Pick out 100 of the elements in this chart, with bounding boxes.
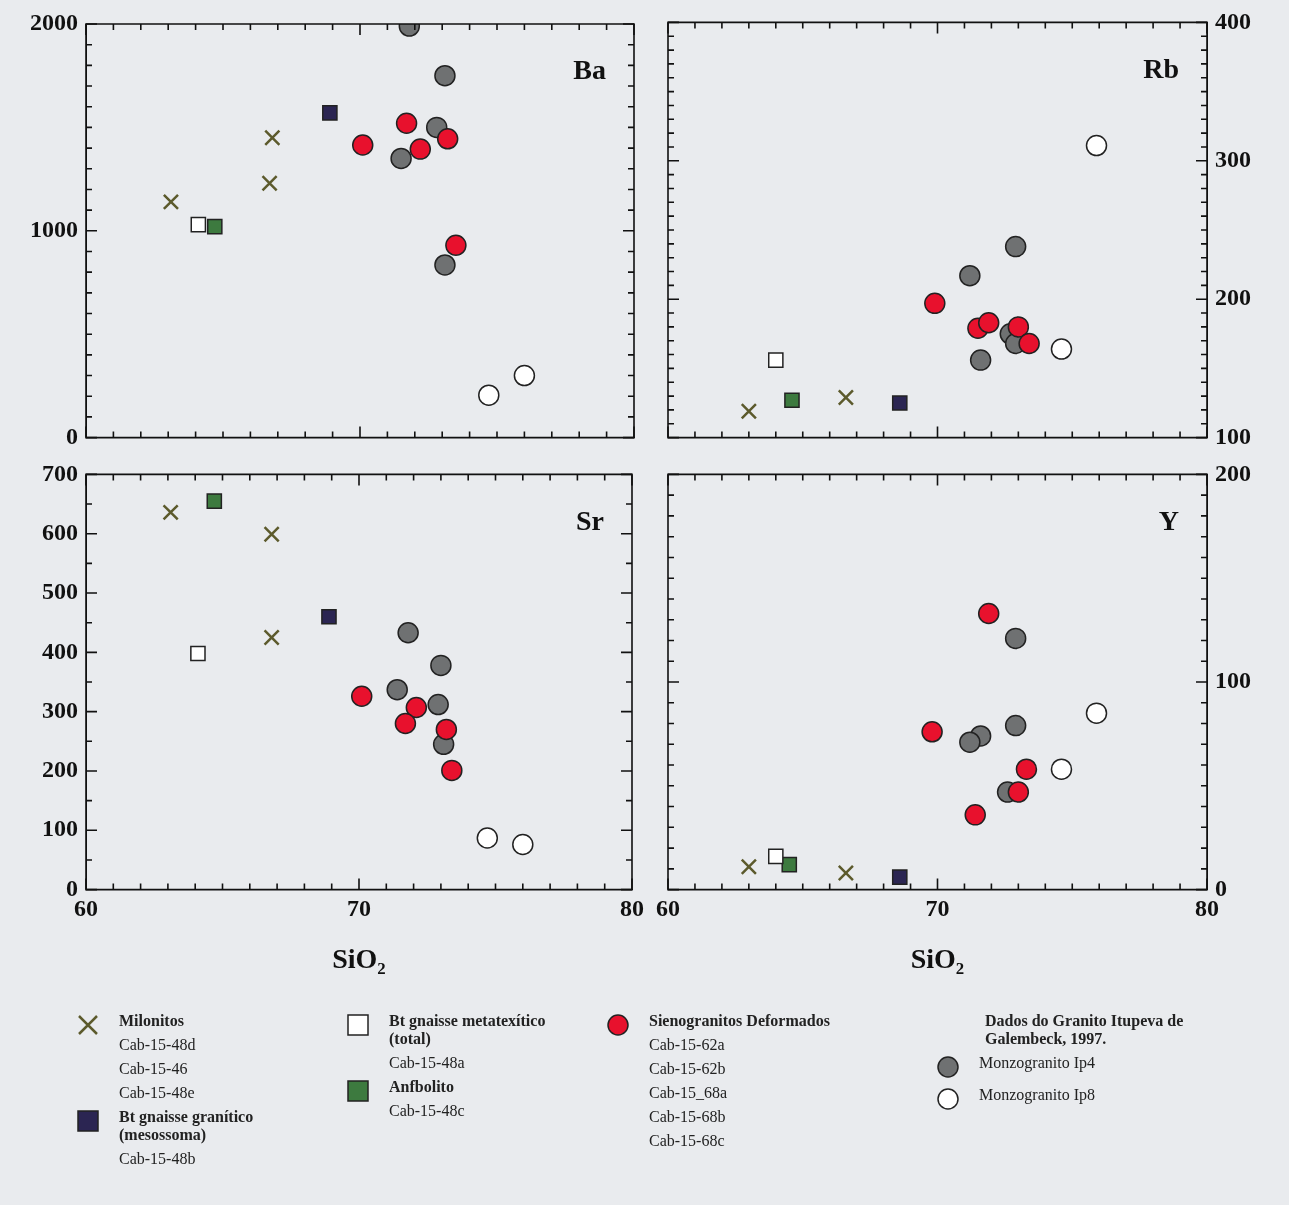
point [959, 731, 981, 753]
point [513, 364, 536, 387]
y-tick-label: 600 [42, 518, 78, 545]
y-tick-label: 0 [66, 422, 78, 449]
point [351, 134, 374, 156]
text: Y [1158, 504, 1179, 536]
text: Cab-15-62b [649, 1060, 727, 1078]
x-axis-title: SiO₂ [910, 943, 965, 975]
legend-title: Dados do Granito Itupeva de Galembeck, 1997. [985, 1012, 1185, 1048]
point [321, 608, 337, 625]
text: Sr [576, 504, 604, 536]
legend-label: Bt gnaisse granítico (mesossoma) [119, 1108, 255, 1144]
point [767, 352, 784, 368]
text: Cab-15_68a [649, 1084, 729, 1102]
point [434, 254, 456, 276]
point [409, 138, 432, 160]
point [476, 827, 499, 849]
point [1007, 316, 1030, 338]
point [162, 193, 180, 211]
point [924, 292, 946, 315]
text: Cab-15-48c [389, 1102, 465, 1120]
text: Cab-15-68c [649, 1132, 726, 1150]
x-tick-label: 70 [925, 895, 950, 922]
x-tick-label: 60 [656, 895, 680, 922]
point [837, 864, 855, 882]
point [162, 504, 179, 521]
text: Cab-15-62a [649, 1036, 726, 1054]
point [1050, 758, 1073, 780]
point [190, 645, 206, 662]
point [1085, 134, 1108, 157]
x-axis-title: SiO₂ [332, 943, 386, 975]
point [435, 718, 458, 741]
legend-label: Monzogranito Ip8 [979, 1086, 1095, 1104]
text: Cab-15-48e [119, 1084, 196, 1102]
point [921, 721, 943, 743]
point [1050, 338, 1073, 360]
legend-label: Sienogranitos Deformados [649, 1012, 830, 1030]
point [512, 833, 534, 856]
y-tick-label: 100 [1215, 667, 1251, 694]
point [891, 395, 908, 411]
point [767, 848, 784, 865]
point [977, 311, 1000, 334]
point [969, 349, 992, 371]
point [891, 869, 908, 885]
point [959, 264, 981, 287]
y-tick-label: 2000 [30, 9, 78, 36]
text: Cab-15-68b [649, 1108, 727, 1126]
point [395, 112, 418, 135]
x-tick-label: 80 [620, 895, 644, 922]
point [1015, 758, 1038, 780]
point [478, 384, 500, 406]
point [430, 654, 452, 677]
x-tick-label: 70 [347, 895, 371, 922]
y-tick-label: 100 [1215, 422, 1251, 449]
y-tick-label: 400 [1215, 7, 1251, 34]
text: Ba [573, 54, 606, 86]
point [427, 693, 449, 716]
point [261, 174, 278, 192]
point [386, 678, 408, 701]
point [263, 629, 280, 646]
y-tick-label: 1000 [30, 216, 78, 242]
y-tick-label: 200 [42, 756, 78, 783]
point [837, 389, 855, 406]
y-tick-label: 500 [42, 578, 78, 605]
y-tick-label: 700 [42, 459, 78, 486]
legend-label: Milonitos [119, 1012, 185, 1030]
point [977, 602, 1000, 625]
point [781, 856, 798, 873]
point [1018, 332, 1040, 355]
point [445, 234, 467, 257]
point [394, 712, 417, 735]
point [1004, 235, 1027, 258]
text: Cab-15-48d [119, 1036, 196, 1054]
point [964, 804, 986, 826]
point [1004, 714, 1027, 737]
point [263, 525, 280, 543]
y-tick-label: 200 [1215, 459, 1251, 486]
legend-label: Bt gnaisse metatexítico (total) [389, 1012, 547, 1048]
legend-label: Monzogranito Ip4 [979, 1054, 1095, 1072]
point [1085, 702, 1108, 724]
y-tick-label: 300 [1215, 146, 1251, 172]
y-tick-label: 100 [42, 815, 78, 842]
point [190, 216, 207, 233]
y-tick-label: 200 [1215, 284, 1251, 311]
point [1004, 627, 1027, 650]
point [434, 64, 456, 87]
point [405, 696, 428, 719]
y-tick-label: 300 [42, 696, 78, 723]
point [322, 105, 338, 121]
point [1007, 781, 1030, 803]
point [436, 128, 459, 150]
point [264, 129, 281, 147]
point [740, 858, 758, 876]
point [350, 685, 373, 707]
point [206, 218, 223, 235]
point [784, 392, 800, 409]
text: Cab-15-48b [119, 1150, 197, 1168]
text: Cab-15-48a [389, 1054, 466, 1072]
point [206, 493, 223, 509]
text: Cab-15-46 [119, 1060, 189, 1078]
